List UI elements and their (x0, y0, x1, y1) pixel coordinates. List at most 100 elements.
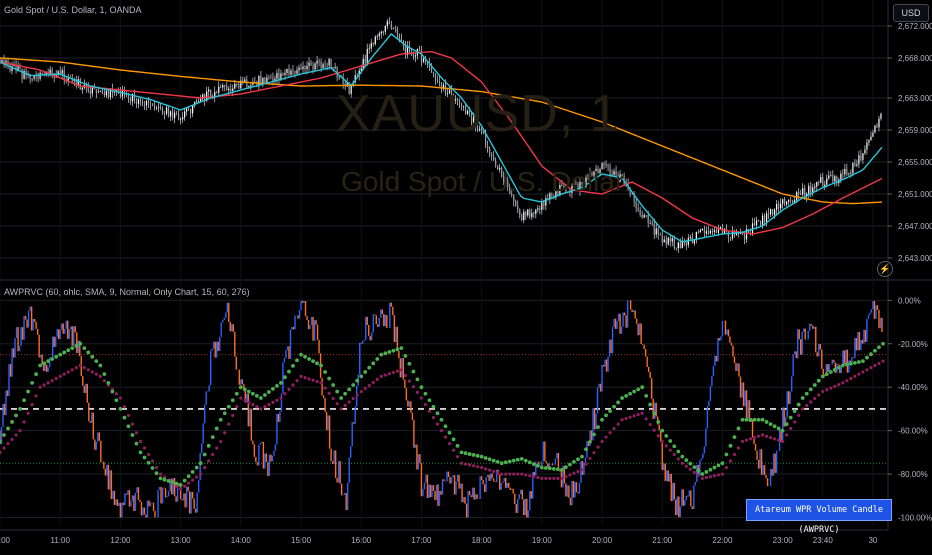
signal-purple-point (102, 379, 106, 383)
candle-body (790, 200, 792, 201)
signal-green-point (483, 456, 488, 460)
candle-body (468, 110, 471, 112)
signal-green-point (564, 465, 568, 470)
time-tick-label: 19:00 (532, 536, 553, 545)
candle-body (816, 181, 818, 187)
signal-green-point (732, 435, 737, 440)
candle-body (332, 67, 334, 69)
candle-body (659, 234, 661, 236)
candle-body (858, 155, 860, 165)
signal-green-point (411, 369, 416, 374)
candle-body (763, 215, 766, 222)
candle-body (695, 231, 697, 240)
candle-body (206, 91, 208, 102)
signal-purple-point (122, 405, 127, 409)
signal-purple-point (455, 455, 460, 459)
signal-purple-point (805, 403, 809, 408)
signal-purple-point (94, 372, 98, 376)
signal-green-point (592, 432, 596, 437)
candle-body (549, 193, 551, 200)
candle-body (643, 214, 645, 218)
candle-body (709, 230, 711, 234)
candle-body (366, 48, 368, 63)
candle-body (603, 163, 605, 165)
candle-body (234, 83, 236, 89)
candle-body (81, 87, 83, 90)
signal-green-point (359, 374, 364, 379)
candle-body (292, 70, 294, 72)
signal-green-point (371, 361, 376, 366)
signal-purple-point (82, 366, 86, 370)
candle-body (555, 191, 557, 198)
signal-purple-point (656, 434, 660, 438)
signal-purple-point (560, 476, 564, 480)
signal-green-point (299, 352, 303, 357)
lightning-icon[interactable]: ⚡ (877, 261, 893, 277)
signal-green-point (130, 433, 135, 437)
signal-purple-point (580, 468, 584, 472)
candle-body (617, 175, 619, 182)
signal-green-point (543, 466, 548, 470)
candle-body (330, 59, 332, 68)
signal-green-point (246, 389, 251, 394)
signal-purple-point (207, 459, 211, 463)
candle-body (276, 72, 278, 79)
signal-purple-point (865, 368, 869, 372)
candle-body (75, 79, 77, 86)
candle-body (475, 117, 477, 128)
candle-body (360, 68, 362, 71)
candle-body (569, 191, 571, 193)
signal-purple-point (544, 476, 548, 480)
signal-purple-point (608, 431, 612, 435)
signal-green-point (668, 439, 673, 443)
signal-purple-point (660, 439, 664, 444)
candle-body (97, 91, 99, 93)
signal-purple-point (211, 452, 215, 457)
candle-body (729, 237, 732, 239)
candle-body (256, 82, 258, 87)
candle-body (71, 78, 73, 81)
signal-green-point (519, 456, 524, 461)
candle-body (13, 65, 15, 67)
time-tick-label: 10:00 (0, 536, 11, 545)
signal-green-point (122, 415, 127, 420)
signal-green-point (572, 459, 576, 464)
signal-green-point (648, 402, 653, 407)
signal-green-point (724, 452, 729, 457)
candle-body (765, 213, 768, 222)
signal-green-point (70, 346, 75, 351)
signal-green-point (736, 426, 741, 431)
candle-body (609, 166, 611, 176)
candle-body (51, 69, 53, 76)
currency-badge[interactable]: USD (893, 4, 929, 22)
candle-body (87, 87, 89, 91)
signal-purple-point (319, 381, 323, 385)
candle-body (424, 58, 427, 63)
signal-purple-point (451, 448, 456, 452)
signal-purple-point (0, 450, 2, 454)
signal-green-point (271, 387, 275, 391)
candle-body (294, 70, 296, 74)
candle-body (171, 111, 174, 119)
signal-purple-point (524, 473, 528, 477)
candle-body (547, 198, 549, 200)
signal-purple-point (251, 402, 255, 407)
candle-body (91, 86, 93, 94)
candle-body (1, 59, 3, 63)
candle-body (464, 106, 467, 115)
candle-body (699, 230, 701, 233)
candle-body (398, 34, 400, 39)
signal-purple-point (343, 403, 347, 408)
signal-green-point (431, 404, 436, 409)
candle-body (880, 113, 882, 119)
candle-body (33, 76, 35, 79)
signal-green-point (66, 348, 71, 353)
signal-green-dots (0, 341, 885, 487)
candle-body (326, 64, 328, 66)
time-tick-label: 23:00 (773, 536, 794, 545)
signal-purple-point (724, 465, 729, 470)
candle-body (529, 209, 531, 217)
candle-body (870, 136, 872, 141)
candle-body (77, 79, 79, 86)
